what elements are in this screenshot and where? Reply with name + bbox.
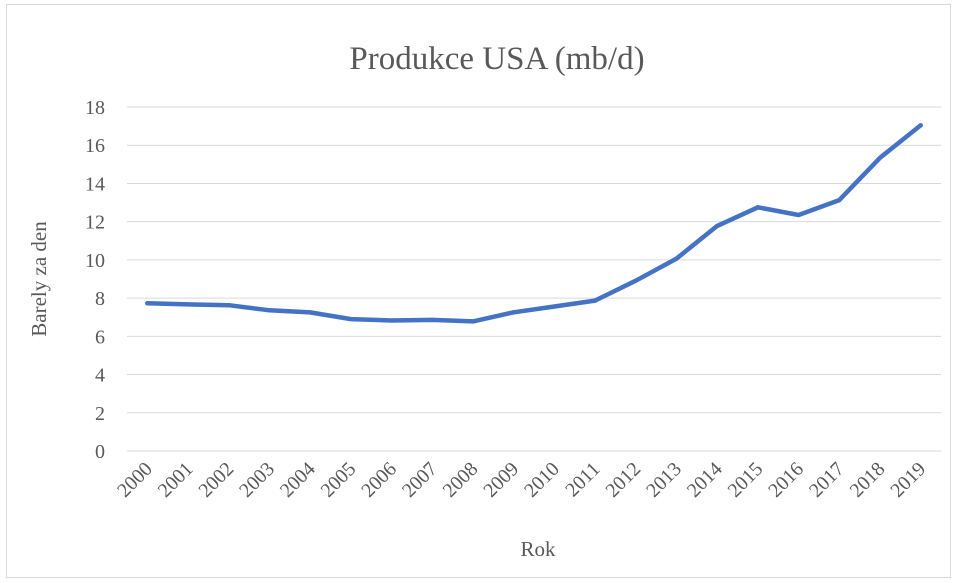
chart-frame (6, 4, 951, 578)
x-tick-label: 2009 (479, 458, 523, 502)
x-tick-label: 2012 (601, 458, 645, 502)
y-tick-label: 0 (95, 441, 105, 463)
y-tick-label: 2 (95, 403, 105, 425)
x-axis-ticks: 2000200120022003200420052006200720082009… (113, 458, 930, 502)
x-tick-label: 2006 (357, 458, 401, 502)
x-tick-label: 2000 (113, 458, 157, 502)
x-tick-label: 2001 (154, 458, 198, 502)
x-tick-label: 2018 (846, 458, 890, 502)
x-tick-label: 2002 (194, 458, 238, 502)
x-tick-label: 2016 (764, 458, 808, 502)
gridlines (127, 106, 941, 452)
x-axis-title: Rok (520, 537, 556, 561)
chart-title: Produkce USA (mb/d) (349, 41, 644, 77)
y-tick-label: 6 (95, 326, 105, 348)
y-tick-label: 18 (85, 97, 105, 119)
y-tick-label: 14 (85, 173, 105, 195)
y-tick-label: 4 (95, 365, 105, 387)
data-point (430, 317, 435, 322)
data-point (877, 155, 882, 160)
data-point (470, 319, 475, 324)
y-tick-label: 12 (85, 212, 105, 234)
y-tick-label: 10 (85, 250, 105, 272)
x-tick-label: 2007 (398, 458, 442, 502)
x-tick-label: 2011 (561, 458, 604, 501)
series-group (145, 123, 923, 324)
data-point (186, 302, 191, 307)
data-point (918, 123, 923, 128)
y-axis-title: Barely za den (27, 221, 51, 337)
data-point (267, 308, 272, 313)
data-point (593, 298, 598, 303)
x-tick-label: 2013 (642, 458, 686, 502)
data-point (633, 278, 638, 283)
data-point (308, 310, 313, 315)
x-tick-label: 2008 (439, 458, 483, 502)
data-point (348, 317, 353, 322)
x-tick-label: 2017 (805, 458, 849, 502)
x-tick-label: 2014 (683, 458, 727, 502)
data-point (837, 198, 842, 203)
y-tick-label: 8 (95, 288, 105, 310)
data-point (389, 318, 394, 323)
y-tick-label: 16 (85, 135, 105, 157)
y-axis-ticks: 0 2 4 6 8 10 12 14 16 18 (85, 97, 105, 463)
x-tick-label: 2003 (235, 458, 279, 502)
series-line (145, 123, 923, 324)
x-tick-label: 2004 (276, 458, 320, 502)
x-tick-label: 2005 (317, 458, 361, 502)
data-point (755, 205, 760, 210)
data-point (226, 303, 231, 308)
x-tick-label: 2015 (724, 458, 768, 502)
data-point (145, 301, 150, 306)
x-tick-label: 2019 (886, 458, 930, 502)
data-point (552, 304, 557, 309)
data-point (796, 212, 801, 217)
data-point (715, 223, 720, 228)
data-point (674, 256, 679, 261)
data-point (511, 310, 516, 315)
x-tick-label: 2010 (520, 458, 564, 502)
